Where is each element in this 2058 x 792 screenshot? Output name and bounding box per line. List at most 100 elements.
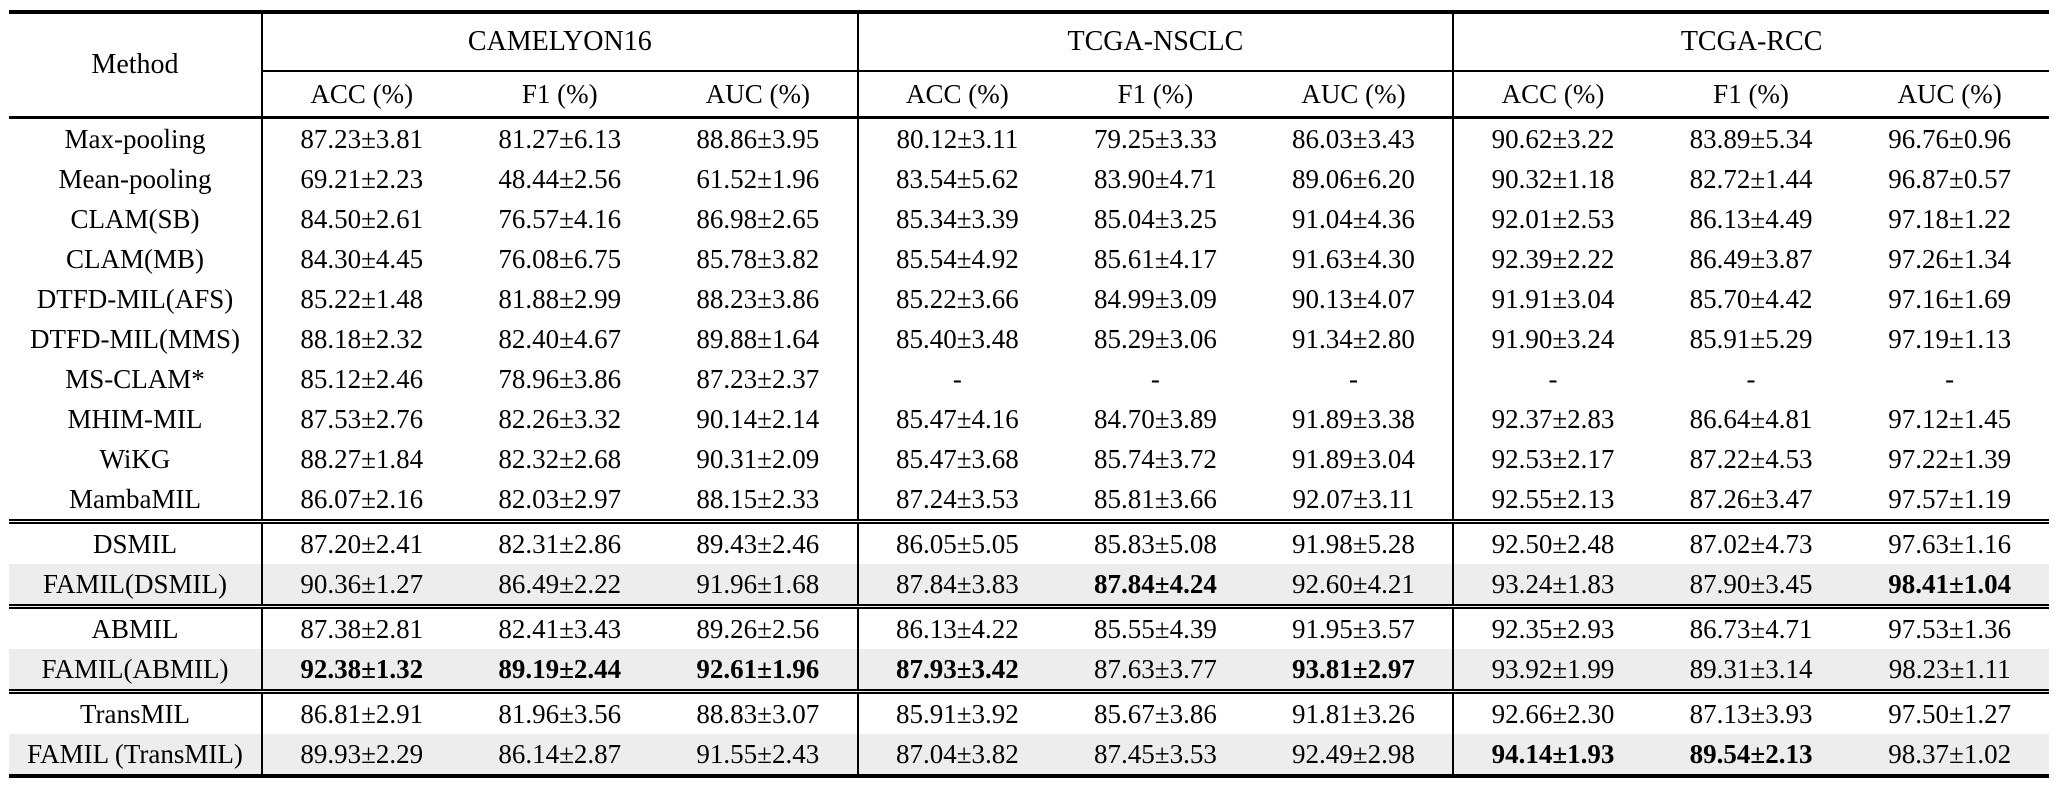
value-cell: 86.05±5.05 (856, 519, 1057, 564)
value-cell: 85.67±3.86 (1056, 689, 1255, 734)
value-cell: 88.27±1.84 (260, 439, 461, 479)
value-cell: 88.83±3.07 (659, 689, 858, 734)
value-cell: 85.54±4.92 (856, 239, 1057, 279)
col-header-camelyon16-acc: ACC (%) (260, 71, 461, 118)
method-cell: CLAM(MB) (65, 243, 204, 274)
value-cell: 87.63±3.77 (1056, 649, 1255, 692)
value-cell: 88.86±3.95 (696, 123, 820, 154)
col-header-tcga-rcc-acc: ACC (%) (1452, 71, 1652, 118)
value-cell: 87.22±4.53 (1689, 443, 1813, 474)
method-cell: DTFD-MIL(AFS) (36, 283, 234, 314)
value-cell: 98.23±1.11 (1850, 649, 2049, 692)
value-cell: 78.96±3.86 (498, 363, 622, 394)
value-cell: - (1746, 363, 1756, 394)
value-cell: 82.40±4.67 (498, 323, 622, 354)
value-cell: 86.64±4.81 (1689, 403, 1813, 434)
value-cell: 92.49±2.98 (1254, 734, 1454, 776)
col-header-tcga-nsclc-auc: AUC (%) (1301, 78, 1406, 109)
value-cell: 90.32±1.18 (1452, 159, 1652, 199)
value-cell: 86.07±2.16 (260, 479, 461, 522)
value-cell: 86.49±2.22 (460, 564, 660, 607)
table-row: Max-pooling 87.23±3.81 81.27±6.13 88.86±3.9… (9, 117, 2049, 159)
value-cell: 87.04±3.82 (856, 734, 1057, 776)
value-cell: 86.81±2.91 (260, 689, 461, 734)
value-cell: - (1348, 363, 1358, 394)
value-cell: 84.99±3.09 (1094, 283, 1217, 314)
group-header-camelyon16: CAMELYON16 (260, 12, 858, 72)
value-cell: 69.21±2.23 (260, 159, 461, 199)
value-cell: 85.74±3.72 (1094, 443, 1217, 474)
method-cell: MS-CLAM* (65, 363, 205, 394)
col-header-tcga-nsclc-acc: ACC (%) (856, 71, 1057, 118)
value-cell: 85.34±3.39 (856, 199, 1057, 239)
value-cell: 89.26±2.56 (659, 604, 858, 649)
value-cell: 97.16±1.69 (1888, 283, 2012, 314)
group-header-tcga-rcc: TCGA-RCC (1452, 12, 2049, 72)
value-cell: 85.22±1.48 (260, 279, 461, 319)
value-cell: 91.90±3.24 (1452, 319, 1652, 359)
value-cell: 85.81±3.66 (1094, 483, 1217, 514)
table-row: DTFD-MIL(MMS) 88.18±2.32 82.40±4.67 89.88±1… (9, 319, 2049, 359)
value-cell: 97.26±1.34 (1888, 243, 2012, 274)
value-cell: 85.12±2.46 (260, 359, 461, 399)
table-row: ABMIL 87.38±2.81 82.41±3.43 89.26±2.56 86.13… (9, 604, 2049, 649)
results-table: Method CAMELYON16 TCGA-NSCLC TCGA-RCC AC… (9, 10, 2049, 778)
value-cell: - (1452, 359, 1652, 399)
value-cell: 86.73±4.71 (1651, 604, 1851, 649)
value-cell: 89.19±2.44 (460, 649, 660, 692)
table-row: CLAM(SB) 84.50±2.61 76.57±4.16 86.98±2.65 85… (9, 199, 2049, 239)
value-cell: 82.26±3.32 (498, 403, 622, 434)
table-row: Mean-pooling 69.21±2.23 48.44±2.56 61.52±1.… (9, 159, 2049, 199)
col-header-camelyon16-auc: AUC (%) (705, 78, 810, 109)
value-cell: 91.95±3.57 (1254, 604, 1454, 649)
table-body: Max-pooling 87.23±3.81 81.27±6.13 88.86±3.9… (9, 117, 2049, 776)
metric-header-row: ACC (%) F1 (%) AUC (%) ACC (%) F1 (%) AU… (9, 71, 2049, 118)
value-cell: 87.20±2.41 (260, 519, 461, 564)
value-cell: 81.27±6.13 (498, 123, 622, 154)
value-cell: 92.53±2.17 (1452, 439, 1652, 479)
value-cell: 85.83±5.08 (1056, 519, 1255, 564)
value-cell: 90.36±1.27 (260, 564, 461, 607)
value-cell: 97.12±1.45 (1888, 403, 2012, 434)
method-cell: DTFD-MIL(MMS) (29, 323, 240, 354)
value-cell: 85.70±4.42 (1689, 283, 1813, 314)
value-cell: 86.49±3.87 (1689, 243, 1813, 274)
value-cell: 86.98±2.65 (696, 203, 820, 234)
value-cell: 87.26±3.47 (1689, 483, 1813, 514)
col-header-tcga-rcc-auc: AUC (%) (1897, 78, 2002, 109)
value-cell: 92.35±2.93 (1452, 604, 1652, 649)
value-cell: 98.41±1.04 (1850, 564, 2049, 607)
table-row: WiKG 88.27±1.84 82.32±2.68 90.31±2.09 85.47±… (9, 439, 2049, 479)
value-cell: 80.12±3.11 (856, 117, 1057, 159)
value-cell: 91.55±2.43 (659, 734, 858, 776)
value-cell: 98.37±1.02 (1850, 734, 2049, 776)
value-cell: 76.57±4.16 (498, 203, 622, 234)
value-cell: 86.03±3.43 (1292, 123, 1415, 154)
table-row: CLAM(MB) 84.30±4.45 76.08±6.75 85.78±3.82 85… (9, 239, 2049, 279)
value-cell: 87.90±3.45 (1651, 564, 1851, 607)
value-cell: 92.66±2.30 (1452, 689, 1652, 734)
value-cell: 91.04±4.36 (1292, 203, 1415, 234)
value-cell: 86.13±4.22 (856, 604, 1057, 649)
value-cell: 89.88±1.64 (696, 323, 820, 354)
table-row: MHIM-MIL 87.53±2.76 82.26±3.32 90.14±2.14 85… (9, 399, 2049, 439)
value-cell: 85.40±3.48 (856, 319, 1057, 359)
table-row: FAMIL(DSMIL) 90.36±1.27 86.49±2.22 91.96±1.… (9, 564, 2049, 607)
dataset-header-row: Method CAMELYON16 TCGA-NSCLC TCGA-RCC (9, 12, 2049, 118)
value-cell: 86.13±4.49 (1689, 203, 1813, 234)
value-cell: 85.91±3.92 (856, 689, 1057, 734)
method-cell: Mean-pooling (58, 163, 212, 194)
value-cell: 82.31±2.86 (460, 519, 660, 564)
value-cell: 91.89±3.04 (1292, 443, 1415, 474)
value-cell: 83.89±5.34 (1689, 123, 1813, 154)
value-cell: 91.34±2.80 (1292, 323, 1415, 354)
value-cell: 89.54±2.13 (1651, 734, 1851, 776)
value-cell: 82.03±2.97 (498, 483, 622, 514)
value-cell: 93.24±1.83 (1452, 564, 1652, 607)
value-cell: 92.61±1.96 (659, 649, 858, 692)
value-cell: 97.57±1.19 (1888, 483, 2012, 514)
value-cell: 92.37±2.83 (1452, 399, 1652, 439)
value-cell: 85.22±3.66 (856, 279, 1057, 319)
value-cell: 97.53±1.36 (1850, 604, 2049, 649)
value-cell: 87.84±4.24 (1056, 564, 1255, 607)
